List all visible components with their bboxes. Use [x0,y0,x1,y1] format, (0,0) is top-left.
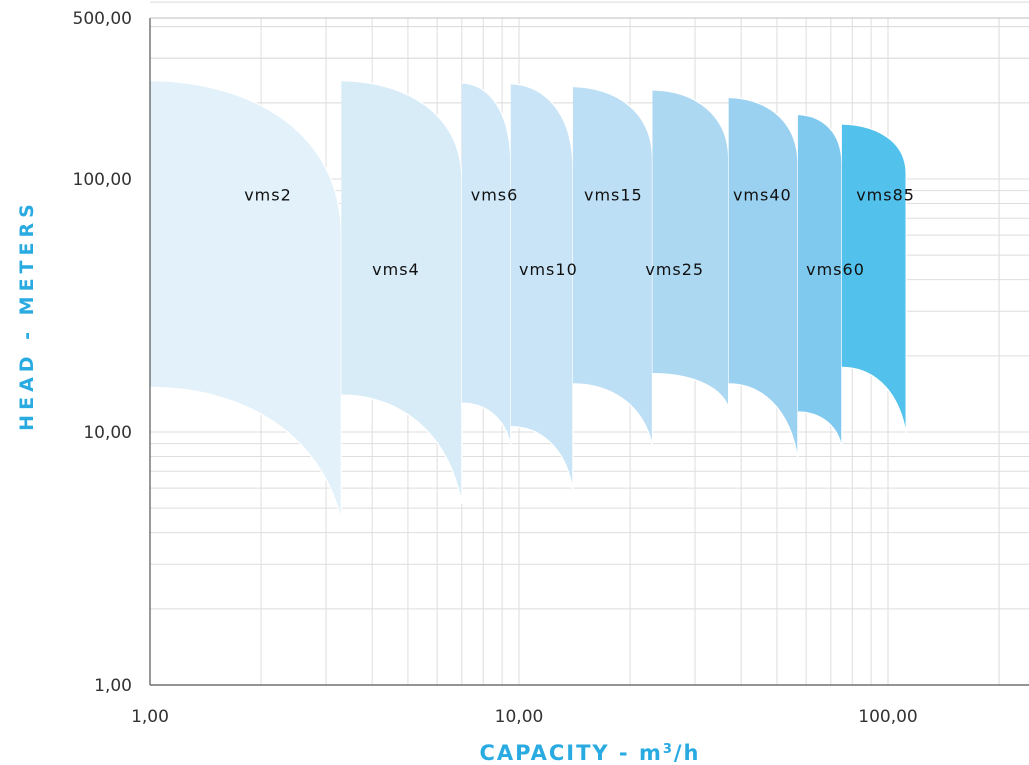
y-tick-label: 10,00 [83,423,132,443]
area-vms25 [652,89,729,408]
area-vms85 [841,123,907,435]
area-vms10 [510,83,573,490]
curve-max-vms4 [341,79,463,180]
curve-min-vms10 [510,425,574,491]
curve-min-vms40 [728,383,799,460]
series-label-vms85: vms85 [856,185,915,204]
x-axis-label: CAPACITY - m3/h [479,741,700,765]
x-tick-label: 100,00 [858,707,917,727]
x-tick-label: 10,00 [495,707,544,727]
series-label-vms10: vms10 [519,260,578,279]
curve-max-vms60 [797,113,843,164]
series-label-vms40: vms40 [733,185,792,204]
curve-max-vms6 [461,82,512,164]
curve-max-vms40 [728,96,799,164]
curve-max-vms15 [572,85,654,159]
series-label-vms25: vms25 [645,260,704,279]
capacity-areas [149,79,907,520]
x-axis-label-main: CAPACITY - m [479,741,662,765]
x-tick-label: 1,00 [131,707,169,727]
curve-min-vms60 [797,411,843,448]
y-tick-label: 1,00 [94,676,132,696]
series-label-vms2: vms2 [244,185,292,204]
y-tick-label: 500,00 [73,9,132,29]
area-vms6 [461,82,511,447]
curve-max-vms25 [652,89,730,159]
series-label-vms6: vms6 [471,185,519,204]
x-axis-label-sup: 3 [663,742,674,757]
area-vms4 [341,80,462,504]
curve-max-vms10 [510,83,574,169]
curve-min-vms85 [841,366,907,435]
series-labels: vms2 vms4 vms6 vms10 vms15 vms25 vms40 vms60 vms… [244,185,915,279]
y-tick-label: 100,00 [73,170,132,190]
area-vms40 [728,97,798,460]
series-label-vms60: vms60 [806,260,865,279]
area-vms2 [150,80,342,520]
y-tick-labels: 1,00 10,00 100,00 500,00 [73,9,132,696]
curve-min-vms4 [341,394,463,504]
area-vms15 [572,86,653,447]
area-vms60 [797,114,842,448]
curve-min-vms15 [572,383,654,447]
series-label-vms15: vms15 [584,185,643,204]
curve-min-vms25 [652,373,730,408]
y-axis-label: HEAD - METERS [16,199,38,431]
x-axis-label-tail: /h [674,741,701,765]
curve-max-vms2 [149,79,342,236]
x-tick-labels: 1,00 10,00 100,00 [131,707,918,727]
curve-min-vms6 [461,402,512,447]
plot-frame [149,17,1029,686]
curve-min-vms2 [149,386,342,520]
series-label-vms4: vms4 [372,260,420,279]
curve-max-vms85 [841,123,907,174]
